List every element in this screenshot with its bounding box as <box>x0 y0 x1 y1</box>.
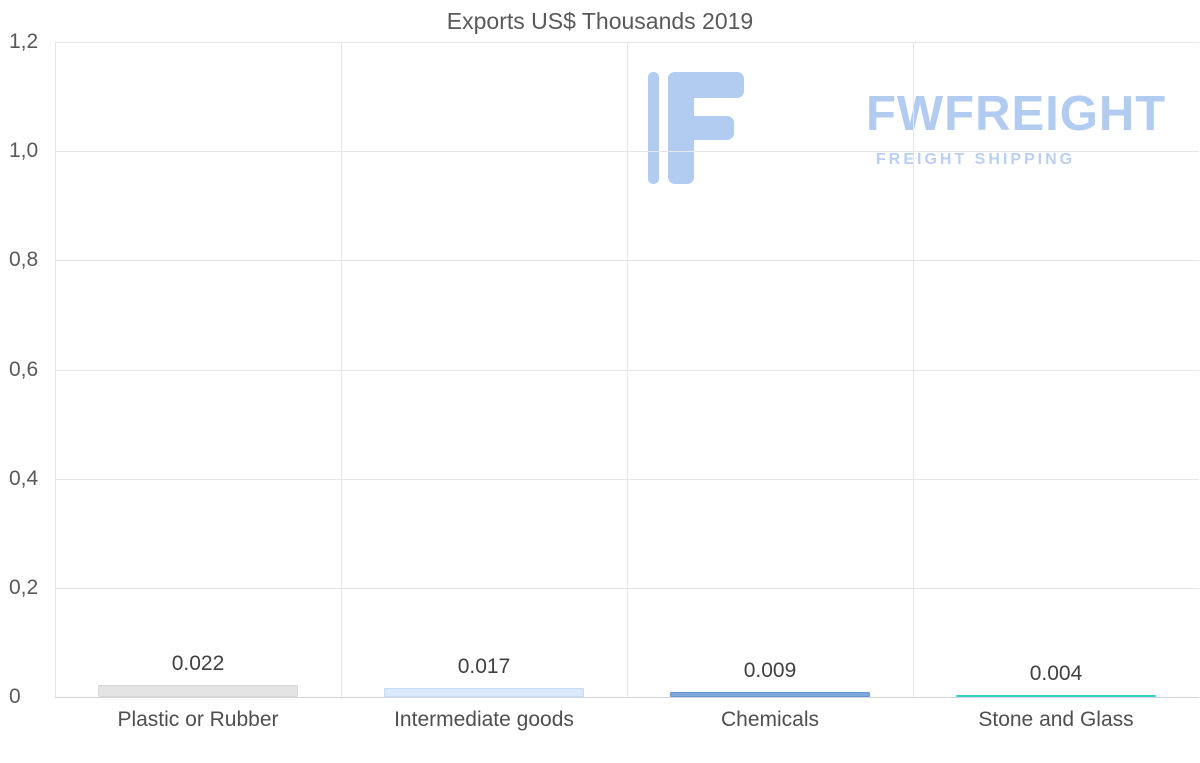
y-axis-tick-label: 0,2 <box>9 576 39 599</box>
y-axis-tick-label: 1,0 <box>9 139 39 162</box>
bar-value-label: 0.022 <box>171 652 225 675</box>
bar-plastic-or-rubber <box>98 685 298 697</box>
bar-value-label: 0.004 <box>1029 662 1083 685</box>
watermark-logo: FWFREIGHT FREIGHT SHIPPING <box>648 68 1167 198</box>
x-axis-category-label: Intermediate goods <box>394 708 574 731</box>
bar-stone-and-glass <box>956 695 1156 697</box>
watermark-tagline-text: FREIGHT SHIPPING <box>876 151 1076 168</box>
gridline-vertical <box>341 42 342 697</box>
y-axis-tick-label: 0,8 <box>9 248 39 271</box>
y-axis-tick-label: 0 <box>9 685 21 708</box>
gridline-vertical <box>627 42 628 697</box>
y-axis-tick-label: 0,6 <box>9 358 39 381</box>
x-axis-category-label: Chemicals <box>720 708 820 731</box>
gridline-vertical <box>913 42 914 697</box>
y-axis-tick-label: 0,4 <box>9 467 39 490</box>
y-axis-tick-label: 1,2 <box>9 30 39 53</box>
x-axis-category-label: Stone and Glass <box>978 708 1134 731</box>
gridline-horizontal <box>55 697 1199 698</box>
watermark-brand-text: FWFREIGHT <box>866 87 1167 141</box>
bar-chemicals <box>670 692 870 697</box>
chart-title: Exports US$ Thousands 2019 <box>446 8 754 34</box>
x-axis-category-label: Plastic or Rubber <box>117 708 279 731</box>
fwfreight-logo-icon <box>648 70 748 195</box>
bar-intermediate-goods <box>384 688 584 697</box>
y-axis-line <box>55 42 56 697</box>
bar-value-label: 0.009 <box>743 659 797 682</box>
bar-value-label: 0.017 <box>457 655 511 678</box>
